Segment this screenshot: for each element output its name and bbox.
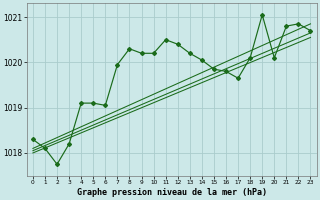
X-axis label: Graphe pression niveau de la mer (hPa): Graphe pression niveau de la mer (hPa) <box>77 188 267 197</box>
